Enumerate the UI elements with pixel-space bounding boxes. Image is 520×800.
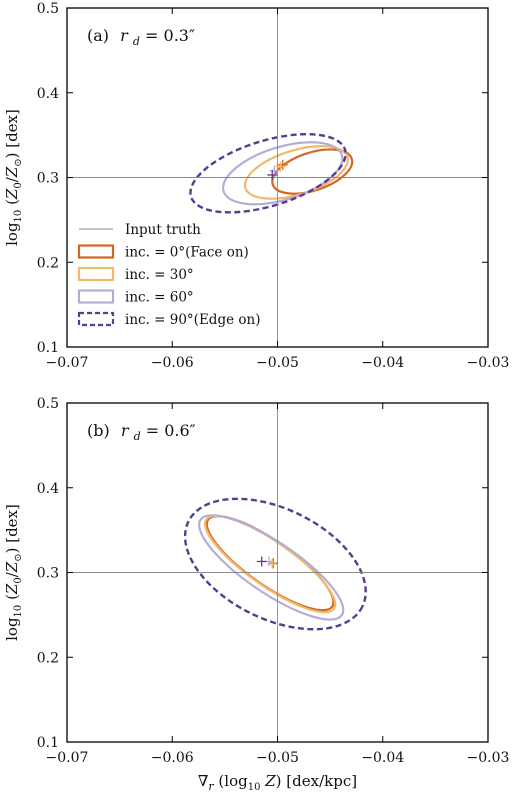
legend-swatch <box>77 311 115 327</box>
y-tick-label: 0.2 <box>37 255 59 271</box>
x-tick-label: −0.04 <box>361 355 404 371</box>
legend-item-1: inc. = 30° <box>77 266 194 283</box>
y-tick-label: 0.5 <box>37 1 59 17</box>
x-tick-label: −0.05 <box>256 355 299 371</box>
panel-b-ticks: −0.07 −0.06 −0.05 −0.04 −0.03 0.1 0.2 0.3 0.4 0.5 <box>37 396 510 766</box>
best-fit-marker-0 <box>277 159 288 170</box>
panel-b-frame <box>66 402 489 743</box>
x-tick-label: −0.04 <box>361 750 404 766</box>
contour-1 <box>203 514 337 614</box>
y-tick-label: 0.4 <box>37 86 59 102</box>
panel-a-frame <box>66 7 489 348</box>
contour-0 <box>271 148 354 195</box>
legend-label: inc. = 60° <box>125 290 194 306</box>
best-fit-marker-3 <box>256 556 267 567</box>
panel-a-truth-lines <box>67 8 488 347</box>
contour-3 <box>183 497 367 631</box>
contour-2 <box>197 514 345 621</box>
panel-a-ylabel: log10 (Z0/Z⊙) [dex] <box>3 109 24 246</box>
x-tick-label: −0.06 <box>151 355 194 371</box>
y-tick-label: 0.1 <box>37 735 59 751</box>
legend-item-2: inc. = 60° <box>77 289 194 306</box>
legend-swatch <box>77 289 115 304</box>
x-tick-label: −0.07 <box>46 355 89 371</box>
panel-b-label: (b) r d = 0.6″ <box>87 421 196 444</box>
panel-a-ticks: −0.07 −0.06 −0.05 −0.04 −0.03 0.1 0.2 0.3 0.4 0.5 <box>37 1 510 371</box>
best-fit-marker-3 <box>267 169 278 180</box>
y-tick-label: 0.3 <box>37 171 59 187</box>
legend-item-0: inc. = 0°(Face on) <box>77 244 249 261</box>
x-tick-label: −0.06 <box>151 750 194 766</box>
y-tick-label: 0.4 <box>37 481 59 497</box>
panel-b-ylabel: log10 (Z0/Z⊙) [dex] <box>3 504 24 641</box>
panel-b-truth-lines <box>67 403 488 742</box>
legend: Input truth inc. = 0°(Face on) inc. = 30° i… <box>77 222 260 328</box>
legend-label: inc. = 90°(Edge on) <box>125 312 260 328</box>
x-tick-label: −0.03 <box>467 750 510 766</box>
panel-b: −0.07 −0.06 −0.05 −0.04 −0.03 0.1 0.2 0.3 0.4 0.5… <box>3 396 509 793</box>
best-fit-marker-1 <box>275 161 286 172</box>
panel-a-markers <box>267 159 288 180</box>
panel-a: −0.07 −0.06 −0.05 −0.04 −0.03 0.1 0.2 0.3 0.4 0.5… <box>3 1 509 371</box>
legend-label: inc. = 30° <box>125 267 194 283</box>
panel-b-markers <box>256 556 279 570</box>
panel-a-label: (a) r d = 0.3″ <box>87 26 195 49</box>
y-tick-label: 0.5 <box>37 396 59 412</box>
x-tick-label: −0.05 <box>256 750 299 766</box>
y-tick-label: 0.1 <box>37 340 59 356</box>
y-tick-label: 0.2 <box>37 650 59 666</box>
contour-2 <box>222 141 344 206</box>
best-fit-marker-0 <box>268 558 279 569</box>
legend-item-input-truth: Input truth <box>79 222 201 238</box>
panel-a-ellipses <box>189 132 354 214</box>
panel-b-xlabel: ∇r (log10 Z) [dex/kpc] <box>198 772 357 793</box>
legend-swatch <box>77 266 115 282</box>
best-fit-marker-2 <box>269 165 280 176</box>
legend-label: Input truth <box>125 222 201 238</box>
legend-label: inc. = 0°(Face on) <box>125 245 249 261</box>
x-tick-label: −0.07 <box>46 750 89 766</box>
legend-item-3: inc. = 90°(Edge on) <box>77 311 260 328</box>
panel-b-ellipses <box>183 497 367 631</box>
x-tick-label: −0.03 <box>467 355 510 371</box>
contour-3 <box>189 132 347 214</box>
y-tick-label: 0.3 <box>37 566 59 582</box>
legend-swatch <box>77 244 115 259</box>
